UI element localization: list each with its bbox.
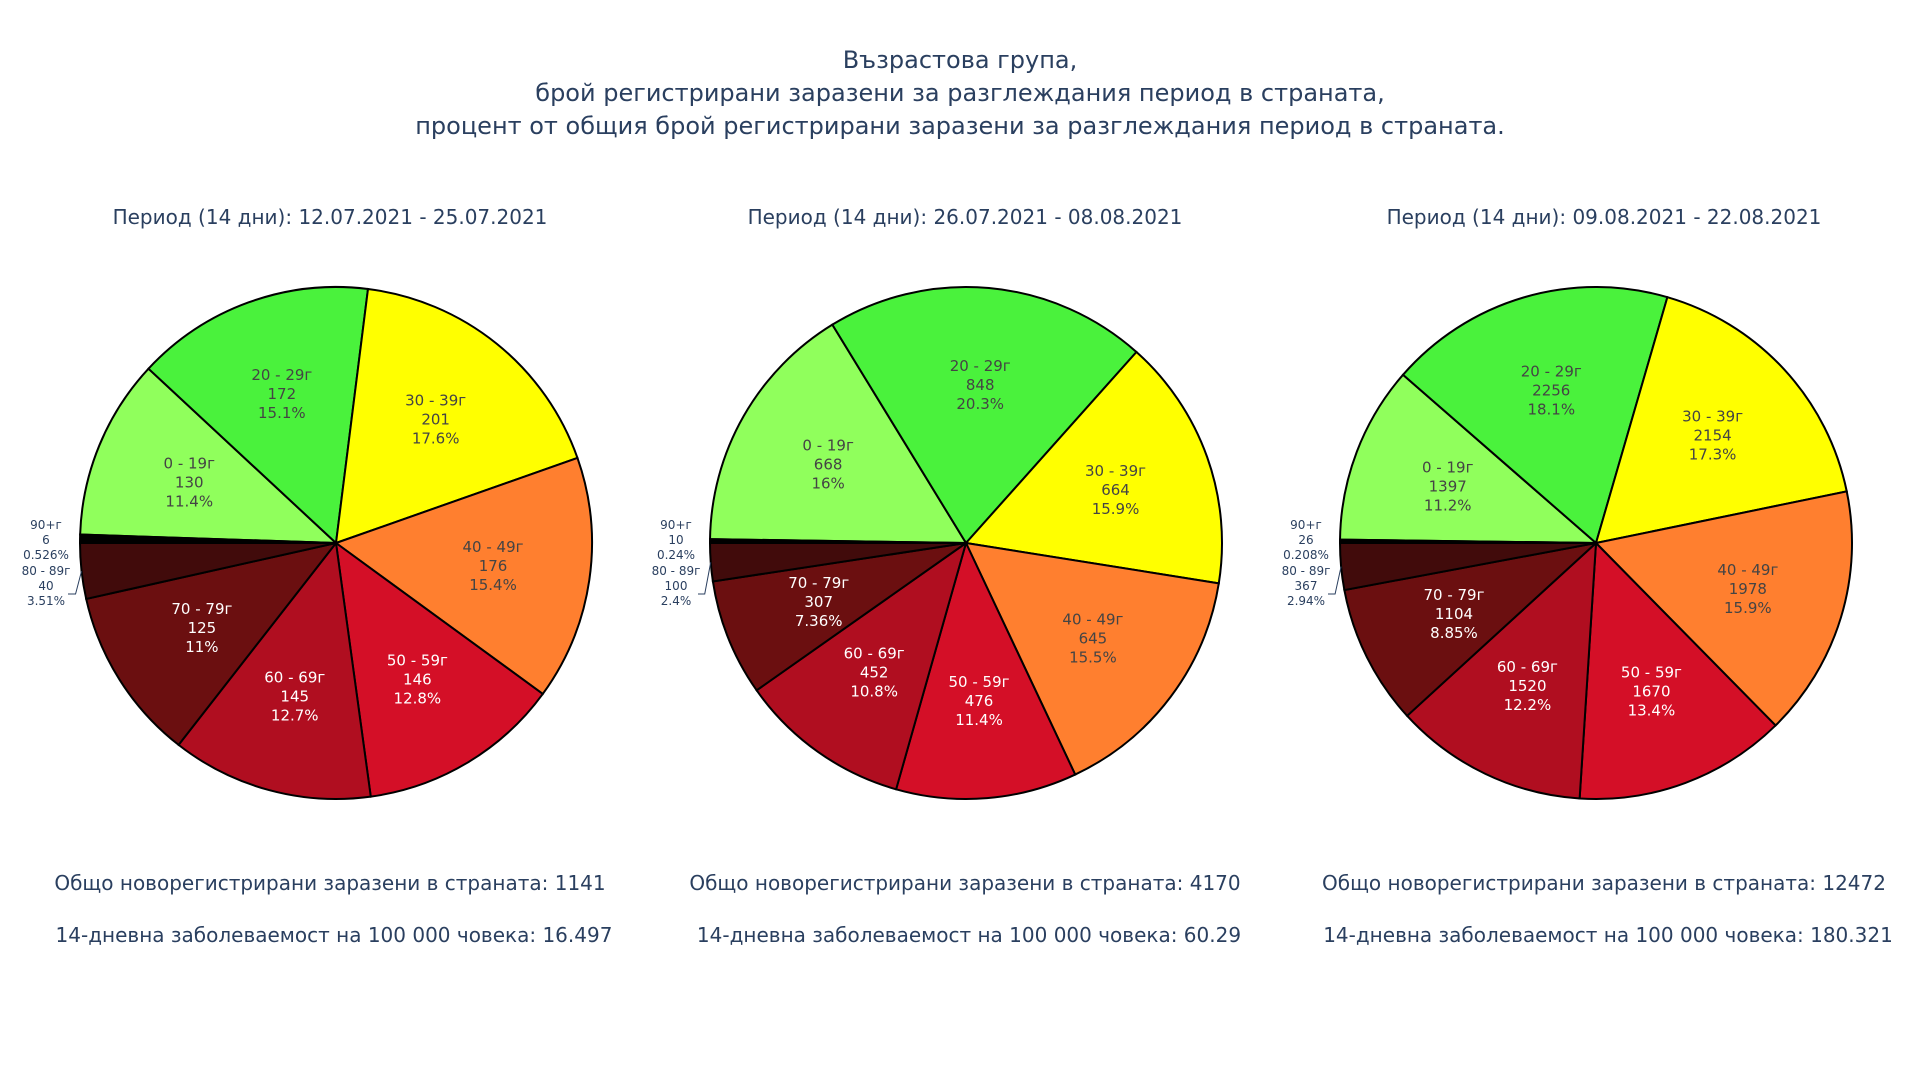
main-title-line-1: Възрастова група, [842, 46, 1078, 74]
pie-3-total: Общо новорегистрирани заразени в странат… [1322, 871, 1886, 895]
main-title: Възрастова група, брой регистрирани зара… [0, 44, 1920, 143]
pie-2-slices [708, 286, 1223, 800]
pie-3-slice-4 [1593, 490, 1853, 727]
pie-3-slice-3 [1594, 295, 1848, 545]
pie-3-slice-label-6: 60 - 69г 1520 12.2% [1497, 658, 1558, 714]
pie-3-slice-label-2: 20 - 29г 2256 18.1% [1521, 363, 1582, 419]
main-title-line-2: брой регистрирани заразени за разглеждан… [535, 79, 1385, 107]
pie-3-title: Период (14 дни): 09.08.2021 - 22.08.2021 [1387, 205, 1822, 229]
pie-3-slice-1 [1339, 373, 1599, 545]
pie-3-slices [1338, 286, 1853, 800]
pie-2-outside-label-8: 80 - 89г 100 2.4% [652, 564, 701, 608]
pie-3-slice-label-3: 30 - 39г 2154 17.3% [1682, 407, 1743, 463]
pie-chart-2: Период (14 дни): 26.07.2021 - 08.08.2021… [652, 205, 1241, 947]
pie-1-slice-9 [78, 533, 337, 544]
pie-1-slice-label-7: 70 - 79г 125 11% [171, 600, 232, 656]
pie-1-leader-line-8 [68, 571, 83, 595]
pie-3-slice-label-4: 40 - 49г 1978 15.9% [1717, 561, 1778, 617]
pie-3-incidence: 14-дневна заболеваемост на 100 000 човек… [1323, 923, 1893, 947]
pie-2-slice-5 [894, 540, 1077, 800]
pie-2-slice-label-2: 20 - 29г 848 20.3% [950, 357, 1011, 413]
pie-1-incidence: 14-дневна заболеваемост на 100 000 човек… [56, 923, 613, 947]
pie-1-slice-5 [334, 540, 545, 798]
main-title-line-3: процент от общия брой регистрирани зараз… [415, 112, 1505, 140]
pie-2-slice-label-4: 40 - 49г 645 15.5% [1062, 610, 1123, 666]
pie-3-slice-label-1: 0 - 19г 1397 11.2% [1422, 458, 1474, 514]
pie-2-slice-label-1: 0 - 19г 668 16% [802, 436, 854, 492]
pie-3-slice-label-5: 50 - 59г 1670 13.4% [1621, 664, 1682, 720]
pie-2-outside-label-9: 90+г 10 0.24% [657, 518, 695, 562]
pie-1-slice-label-5: 50 - 59г 146 12.8% [387, 651, 448, 707]
pie-1-slice-4 [333, 456, 593, 696]
pie-2-title: Период (14 дни): 26.07.2021 - 08.08.2021 [748, 205, 1183, 229]
pie-1-labels: 0 - 19г 130 11.4% 20 - 29г 172 15.1% 30 - 39г 2… [22, 366, 524, 724]
pie-3-slice-5 [1578, 540, 1777, 800]
pie-chart-3: Период (14 дни): 09.08.2021 - 22.08.2021… [1282, 205, 1893, 947]
pie-chart-1: Период (14 дни): 12.07.2021 - 25.07.2021… [22, 205, 613, 947]
pie-1-slice-label-6: 60 - 69г 145 12.7% [264, 668, 325, 724]
pie-1-total: Общо новорегистрирани заразени в странат… [54, 871, 605, 895]
pie-3-slice-7 [1343, 541, 1600, 718]
pie-1-slice-3 [334, 287, 579, 545]
pie-3-outside-label-8: 80 - 89г 367 2.94% [1282, 564, 1331, 608]
pie-1-slice-label-3: 30 - 39г 201 17.6% [405, 391, 466, 447]
pie-2-slice-9 [708, 538, 967, 544]
pie-1-slice-label-4: 40 - 49г 176 15.4% [463, 538, 524, 594]
pie-2-slice-6 [755, 540, 968, 791]
pie-1-outside-label-9: 90+г 6 0.526% [23, 518, 69, 562]
pie-2-slice-label-6: 60 - 69г 452 10.8% [844, 644, 905, 700]
pie-3-outside-label-9: 90+г 26 0.208% [1283, 518, 1329, 562]
pie-2-slice-4 [964, 541, 1220, 776]
pie-1-slice-6 [177, 540, 372, 800]
pie-2-slice-2 [830, 286, 1138, 545]
pie-2-leader-line-8 [698, 562, 712, 595]
pie-2-slice-label-5: 50 - 59г 476 11.4% [949, 673, 1010, 729]
pie-3-labels: 0 - 19г 1397 11.2% 20 - 29г 2256 18.1% 30 - 39… [1282, 363, 1779, 720]
pie-3-slice-6 [1405, 540, 1598, 800]
pie-1-slices [78, 286, 593, 800]
pie-1-slice-label-1: 0 - 19г 130 11.4% [164, 455, 216, 511]
pie-3-slice-9 [1338, 538, 1597, 544]
pie-2-slice-1 [709, 323, 968, 545]
pie-2-slice-label-3: 30 - 39г 664 15.9% [1085, 462, 1146, 518]
pie-2-labels: 0 - 19г 668 16% 20 - 29г 848 20.3% 30 - 39г 664… [652, 357, 1147, 729]
pie-2-slice-7 [711, 542, 967, 692]
pie-2-slice-label-7: 70 - 79г 307 7.36% [788, 574, 849, 630]
pie-2-incidence: 14-дневна заболеваемост на 100 000 човек… [697, 923, 1241, 947]
pie-3-slice-2 [1401, 286, 1669, 545]
pie-3-leader-line-8 [1328, 566, 1342, 595]
pie-3-slice-label-7: 70 - 79г 1104 8.85% [1423, 586, 1484, 642]
pie-1-outside-label-8: 80 - 89г 40 3.51% [22, 564, 71, 608]
pie-1-slice-label-2: 20 - 29г 172 15.1% [251, 366, 312, 422]
pie-1-slice-1 [79, 367, 339, 545]
pie-1-slice-7 [84, 541, 339, 747]
pie-1-slice-2 [147, 286, 370, 546]
pie-2-slice-3 [964, 350, 1223, 585]
pie-1-title: Период (14 дни): 12.07.2021 - 25.07.2021 [113, 205, 548, 229]
pie-2-total: Общо новорегистрирани заразени в странат… [689, 871, 1240, 895]
